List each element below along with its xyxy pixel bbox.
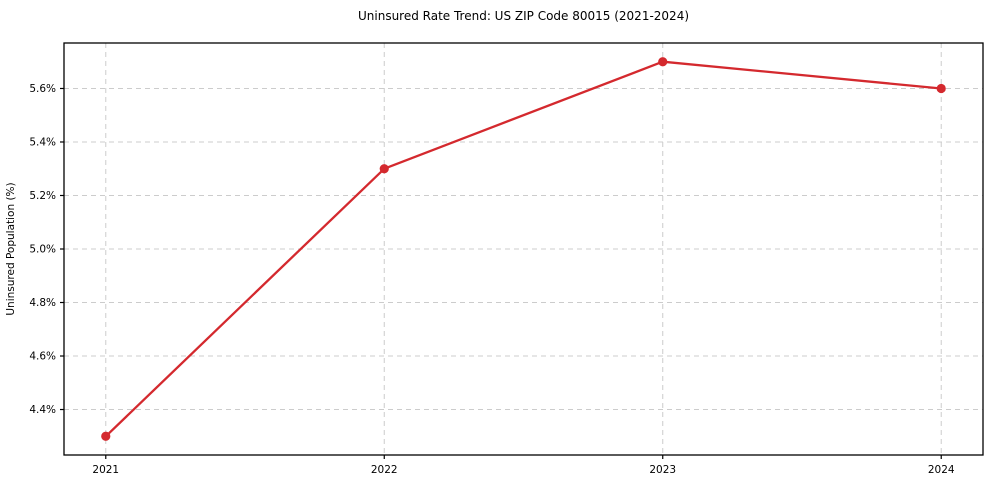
- y-tick-label: 5.2%: [29, 190, 56, 202]
- x-tick-label: 2022: [371, 464, 398, 476]
- data-point-2021: [101, 431, 111, 441]
- x-tick-label: 2023: [649, 464, 676, 476]
- y-axis-label: Uninsured Population (%): [5, 182, 17, 315]
- chart-title: Uninsured Rate Trend: US ZIP Code 80015 …: [357, 9, 690, 23]
- x-tick-label: 2021: [92, 464, 119, 476]
- y-tick-label: 4.8%: [29, 297, 56, 309]
- y-tick-label: 5.0%: [29, 244, 56, 256]
- y-tick-label: 5.6%: [29, 83, 56, 95]
- trend-line: [104, 60, 943, 438]
- y-tick-label: 4.6%: [29, 351, 56, 363]
- y-tick-label: 4.4%: [29, 404, 56, 416]
- x-tick-label: 2024: [928, 464, 955, 476]
- data-point-2023: [658, 57, 668, 67]
- y-tick-label: 5.4%: [29, 136, 56, 148]
- data-point-2022: [379, 164, 389, 174]
- data-point-2024: [936, 83, 946, 94]
